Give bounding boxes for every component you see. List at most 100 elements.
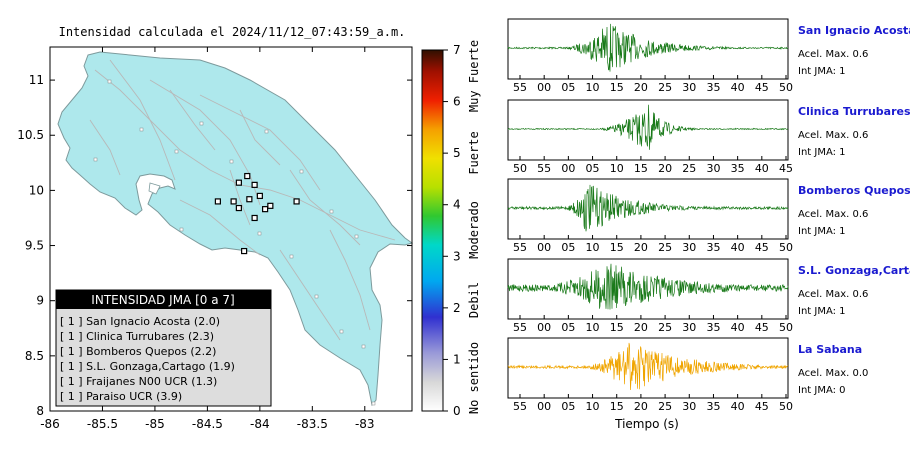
map-y-tick-label: 9.5 <box>25 239 44 253</box>
map-x-tick-label: -85.5 <box>87 417 118 431</box>
legend-header <box>56 290 271 309</box>
time-tick-label: 35 <box>706 321 720 334</box>
time-tick-label: 05 <box>586 162 600 175</box>
road <box>279 249 341 341</box>
station-name: San Ignacio Acosta <box>798 24 910 37</box>
time-tick-label: 10 <box>586 241 600 254</box>
town-marker <box>289 254 294 259</box>
road <box>239 109 281 166</box>
map-y-tick-label: 8.5 <box>25 349 44 363</box>
legend-item-6: [ 1 ] Paraiso UCR (3.9) <box>60 390 182 403</box>
jma-intensity: Int JMA: 1 <box>798 66 846 77</box>
map-land <box>57 51 414 407</box>
station-marker <box>293 198 300 205</box>
time-tick-label: 55 <box>513 321 527 334</box>
time-tick-label: 45 <box>755 81 769 94</box>
waveform-panel: 55 00 05 10 15 20 25 30 35 40 45 50 S.L. Gonzaga,Car… <box>507 258 910 334</box>
time-tick-label: 40 <box>731 81 745 94</box>
time-tick-label: 50 <box>779 241 793 254</box>
time-tick-label: 30 <box>706 162 720 175</box>
time-tick-label: 55 <box>537 162 551 175</box>
time-tick-label: 40 <box>731 400 745 413</box>
legend-item-5: [ 1 ] Fraijanes N00 UCR (1.3) <box>60 375 217 388</box>
time-tick-label: 00 <box>561 162 575 175</box>
time-tick-label: 25 <box>658 400 672 413</box>
colorbar-label-very-strong: Muy Fuerte <box>467 40 481 112</box>
town-marker <box>107 79 112 84</box>
town-marker <box>174 149 179 154</box>
map-x-tick-label: -84.5 <box>192 417 223 431</box>
colorbar-ticks: 7 6 5 4 3 2 1 0 <box>443 43 461 418</box>
waveform-panel: 55 00 05 10 15 20 25 30 35 40 45 50 La Sabana Acel. M… <box>507 337 868 413</box>
time-tick-label: 20 <box>658 162 672 175</box>
colorbar-tick-label: 5 <box>453 146 461 160</box>
time-tick-label: 20 <box>634 241 648 254</box>
town-marker <box>229 159 234 164</box>
legend-item-2: [ 1 ] Clinica Turrubares (2.3) <box>60 330 214 343</box>
waveform-panel: 55 00 05 10 15 20 25 30 35 40 45 50 Bomberos Quepos A… <box>507 178 910 254</box>
map-x-tick-label: -85 <box>145 417 165 431</box>
time-tick-label: 35 <box>706 81 720 94</box>
gulf-of-nicoya <box>148 182 161 195</box>
time-axis-label: Tiempo (s) <box>614 417 679 431</box>
time-tick-label: 10 <box>586 400 600 413</box>
town-marker <box>257 231 262 236</box>
jma-intensity: Int JMA: 1 <box>798 306 846 317</box>
time-tick-label: 20 <box>634 400 648 413</box>
station-marker <box>230 198 237 205</box>
time-tick-label: 45 <box>755 321 769 334</box>
colorbar-tick-label: 2 <box>453 301 461 315</box>
time-tick-label: 15 <box>634 162 648 175</box>
jma-intensity: Int JMA: 0 <box>798 385 846 396</box>
road <box>169 89 216 151</box>
map-y-tick-label: 10 <box>29 183 44 197</box>
time-tick-label: 00 <box>537 241 551 254</box>
time-tick-label: 15 <box>610 321 624 334</box>
road <box>199 94 321 191</box>
town-marker <box>354 234 359 239</box>
station-marker <box>235 179 242 186</box>
waveform-panels: 55 00 05 10 15 20 25 30 35 40 45 50 San Ignacio Acos… <box>507 18 910 413</box>
time-tick-label: 25 <box>658 81 672 94</box>
station-marker <box>262 206 269 213</box>
colorbar-tick-label: 1 <box>453 352 461 366</box>
town-marker <box>314 294 319 299</box>
time-tick-label: 35 <box>731 162 745 175</box>
town-marker <box>361 344 366 349</box>
max-acceleration: Acel. Max. 0.6 <box>798 209 868 220</box>
time-tick-label: 30 <box>682 400 696 413</box>
colorbar-tick-label: 3 <box>453 249 461 263</box>
waveform-panel: 55 00 05 10 15 20 25 30 35 40 45 50 San Ignacio Acos… <box>507 18 910 94</box>
town-marker <box>329 209 334 214</box>
town-marker <box>93 157 98 162</box>
legend-box <box>55 289 272 407</box>
colorbar-label-strong: Fuerte <box>467 131 481 174</box>
time-tick-label: 40 <box>731 321 745 334</box>
town-marker <box>339 329 344 334</box>
waveform-trace <box>507 184 789 232</box>
time-tick-label: 20 <box>634 321 648 334</box>
colorbar-label-not-felt: No sentido <box>467 342 481 414</box>
time-tick-label: 40 <box>755 162 769 175</box>
map-title: Intensidad calculada el 2024/11/12_07:43… <box>59 25 406 39</box>
town-marker <box>199 121 204 126</box>
legend-item-4: [ 1 ] S.L. Gonzaga,Cartago (1.9) <box>60 360 235 373</box>
time-tick-label: 00 <box>537 321 551 334</box>
time-tick-label: 30 <box>682 81 696 94</box>
max-acceleration: Acel. Max. 0.6 <box>798 130 868 141</box>
colorbar-tick-label: 4 <box>453 198 461 212</box>
time-tick-label: 10 <box>610 162 624 175</box>
colorbar-label-weak: Debil <box>467 282 481 318</box>
max-acceleration: Acel. Max. 0.0 <box>798 368 868 379</box>
time-tick-label: 25 <box>658 241 672 254</box>
town-marker <box>299 169 304 174</box>
map-towns <box>93 79 376 406</box>
map-axes: -86 -85.5 -85 -84.5 -84 -83.5 -83 11 10.5 10 9.5 9 8… <box>17 47 412 431</box>
time-tick-label: 15 <box>610 241 624 254</box>
time-tick-label: 50 <box>779 400 793 413</box>
station-marker <box>256 192 263 200</box>
time-tick-label: 15 <box>610 81 624 94</box>
time-tick-label: 55 <box>513 81 527 94</box>
station-name: La Sabana <box>798 343 862 356</box>
